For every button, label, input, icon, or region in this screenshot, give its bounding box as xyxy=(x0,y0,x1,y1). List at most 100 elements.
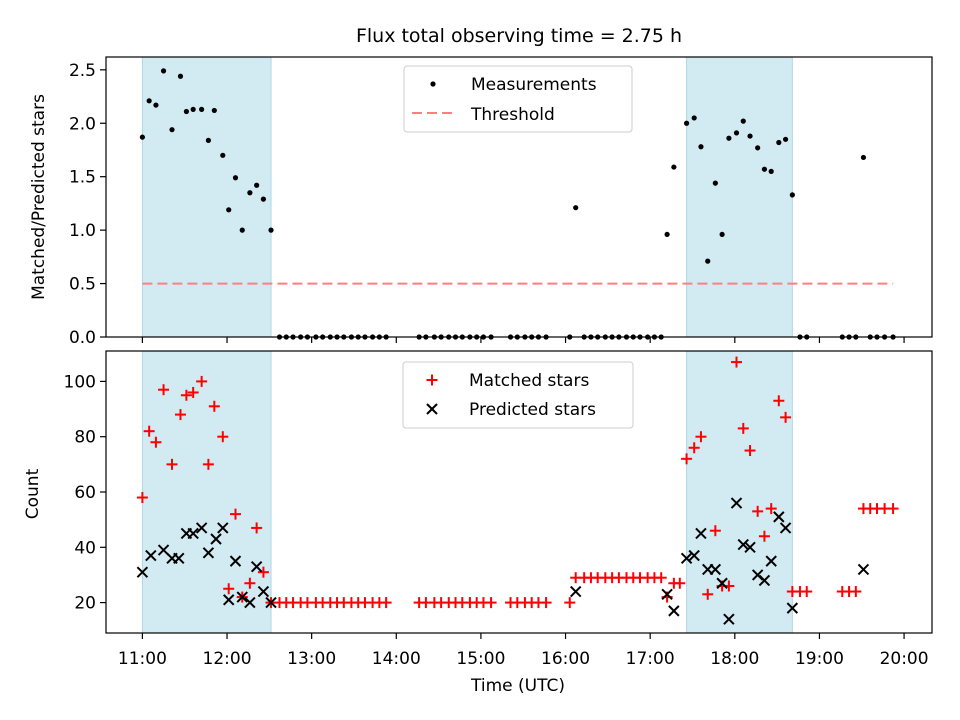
matched-star-point xyxy=(564,597,576,609)
matched-star-point xyxy=(196,375,208,387)
chart-title: Flux total observing time = 2.75 h xyxy=(356,25,682,47)
matched-star-point xyxy=(765,503,777,515)
matched-star-point xyxy=(887,503,899,515)
x-axis-label: Time (UTC) xyxy=(470,676,565,696)
predicted-star-point xyxy=(244,596,256,609)
x-tick-label: 13:00 xyxy=(287,649,336,669)
bottom-y-axis: 20 40 60 80 100 xyxy=(64,372,106,614)
measurement-point xyxy=(789,192,795,198)
measurement-point xyxy=(712,180,718,186)
measurement-point xyxy=(190,106,196,112)
measurement-point xyxy=(220,152,226,158)
matched-star-point xyxy=(257,566,269,578)
predicted-star-point xyxy=(217,522,229,534)
measurement-point xyxy=(146,98,152,104)
x-tick-label: 18:00 xyxy=(710,649,759,669)
matched-star-point xyxy=(709,525,721,537)
measurement-point xyxy=(733,130,740,136)
y-tick-label: 1.0 xyxy=(69,221,96,241)
matched-star-point xyxy=(136,492,148,504)
measurement-point xyxy=(160,68,167,74)
x-tick-label: 19:00 xyxy=(795,649,844,669)
y-tick-label: 2.5 xyxy=(69,61,96,81)
predicted-star-point xyxy=(202,547,215,559)
predicted-star-point xyxy=(688,549,700,562)
measurement-point xyxy=(747,133,753,139)
x-tick-label: 17:00 xyxy=(626,649,675,669)
top-x-ticks xyxy=(141,337,905,343)
matched-star-point xyxy=(801,586,813,598)
matched-star-point xyxy=(244,577,256,589)
legend-matched-label: Matched stars xyxy=(469,371,589,391)
measurement-point xyxy=(664,231,670,238)
predicted-star-point xyxy=(187,527,199,540)
measurement-point xyxy=(698,144,704,150)
measurement-point xyxy=(232,175,239,181)
x-tick-label: 11:00 xyxy=(118,649,167,669)
measurement-point xyxy=(691,115,697,121)
predicted-star-point xyxy=(857,563,870,576)
y-tick-label: 100 xyxy=(64,372,96,392)
matched-star-point xyxy=(688,442,700,454)
predicted-star-point xyxy=(136,566,149,578)
predicted-star-point xyxy=(773,511,785,523)
top-y-axis: 0.0 0.5 1.0 1.5 2.0 2.5 xyxy=(69,61,106,348)
predicted-star-point xyxy=(661,588,673,601)
measurement-point xyxy=(740,118,746,124)
bottom-legend-box xyxy=(402,361,634,429)
bottom-panel: 20 40 60 80 100 11:00 12:00 13:00 14:00 15:00 16:… xyxy=(23,350,933,696)
x-tick-label: 15:00 xyxy=(456,649,505,669)
matched-star-point xyxy=(217,431,229,443)
matched-star-point xyxy=(702,588,714,600)
predicted-star-point xyxy=(569,585,582,598)
predicted-star-point xyxy=(223,594,235,606)
top-legend-box xyxy=(403,65,633,133)
measurement-point xyxy=(719,231,725,238)
matched-star-point xyxy=(540,597,552,609)
y-tick-label: 0.5 xyxy=(69,275,96,295)
measurement-point xyxy=(139,134,145,140)
predicted-star-point xyxy=(779,522,792,534)
predicted-star-point xyxy=(265,596,277,609)
shaded-interval xyxy=(686,350,793,634)
matched-star-point xyxy=(223,583,235,595)
predicted-star-point xyxy=(257,585,270,598)
legend-measurements-label: Measurements xyxy=(471,75,597,95)
x-tick-label: 14:00 xyxy=(372,649,421,669)
predicted-star-point xyxy=(730,497,743,509)
predicted-star-point xyxy=(695,527,707,540)
measurement-point xyxy=(205,137,212,143)
matched-star-point xyxy=(380,597,392,609)
predicted-star-point xyxy=(157,544,170,556)
predicted-star-point xyxy=(765,555,777,567)
matched-star-point xyxy=(174,409,186,421)
measurement-point xyxy=(860,154,867,161)
matched-star-point xyxy=(850,586,862,598)
top-plot-frame xyxy=(105,56,933,338)
measurement-point xyxy=(782,136,789,142)
matched-star-point xyxy=(158,384,170,396)
matched-star-point xyxy=(752,505,764,517)
measurement-point xyxy=(226,207,232,213)
measurement-point xyxy=(776,139,782,146)
predicted-star-point xyxy=(737,538,749,551)
predicted-star-point xyxy=(195,522,208,534)
predicted-star-point xyxy=(723,613,735,625)
measurement-point xyxy=(705,258,711,264)
measurement-point xyxy=(254,182,260,188)
matched-star-point xyxy=(780,411,792,423)
measurement-point xyxy=(683,120,690,126)
measurement-point xyxy=(153,102,159,108)
matched-star-point xyxy=(655,572,667,584)
matched-star-point xyxy=(758,530,770,542)
predicted-star-point xyxy=(709,563,722,576)
matched-star-point xyxy=(731,356,743,368)
predicted-star-point xyxy=(145,549,157,562)
predicted-star-point xyxy=(786,602,799,614)
legend-threshold-label: Threshold xyxy=(470,105,555,125)
predicted-star-point xyxy=(758,574,771,587)
measurement-point xyxy=(199,106,205,112)
matched-star-point xyxy=(187,386,199,398)
matched-star-point xyxy=(143,425,155,437)
